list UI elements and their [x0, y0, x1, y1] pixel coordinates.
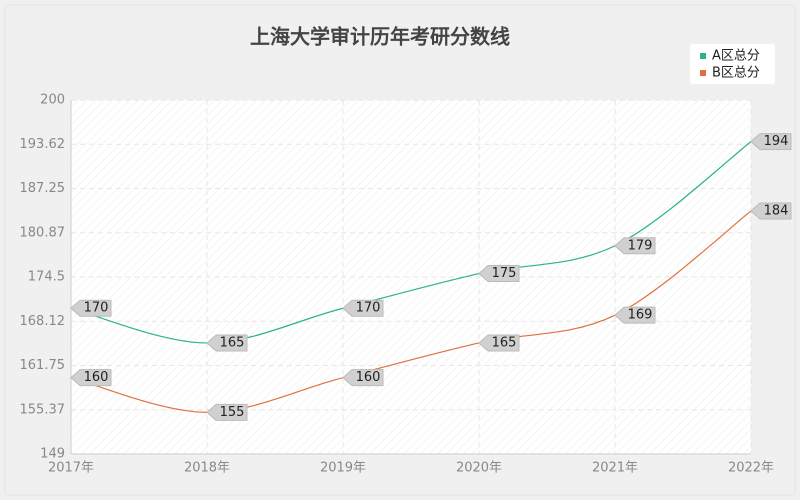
data-label: 165 [220, 335, 245, 350]
y-tick-label: 174.5 [28, 270, 65, 285]
y-tick-label: 193.62 [20, 137, 66, 152]
data-label-tag [342, 299, 384, 317]
chart-title: 上海大学审计历年考研分数线 [250, 25, 510, 49]
data-label: 170 [84, 301, 109, 316]
data-label-tag [478, 265, 520, 283]
legend-swatch [700, 53, 706, 59]
plot-pattern [71, 100, 751, 454]
data-label-tag [614, 306, 656, 324]
data-label: 184 [764, 204, 789, 219]
x-tick-label: 2019年 [320, 461, 366, 476]
data-label: 160 [84, 370, 109, 385]
data-label-tag [206, 403, 248, 421]
x-tick-label: 2020年 [456, 461, 502, 476]
y-tick-label: 155.37 [20, 402, 66, 417]
y-tick-label: 200 [40, 93, 65, 108]
y-tick-label: 149 [40, 447, 65, 462]
y-tick-label: 180.87 [20, 225, 66, 240]
data-label-tag [478, 334, 520, 352]
legend-swatch [700, 70, 706, 76]
y-tick-label: 161.75 [20, 358, 66, 373]
data-label: 194 [764, 134, 789, 149]
data-label-tag [70, 299, 112, 317]
y-tick-label: 187.25 [20, 181, 66, 196]
legend-label: A区总分 [712, 49, 760, 64]
data-label: 175 [492, 266, 517, 281]
series-line [70, 141, 752, 344]
legend: A区总分 B区总分 [690, 44, 775, 84]
data-label: 179 [628, 238, 653, 253]
legend-label: B区总分 [712, 66, 760, 81]
data-label-tag [750, 202, 792, 220]
y-tick-label: 168.12 [20, 314, 66, 329]
x-tick-label: 2017年 [48, 461, 94, 476]
data-label: 170 [356, 301, 381, 316]
x-tick-label: 2021年 [592, 461, 638, 476]
data-label-tag [342, 369, 384, 387]
data-label-tag [206, 334, 248, 352]
data-label: 160 [356, 370, 381, 385]
series-line [70, 210, 752, 413]
data-label: 165 [492, 335, 517, 350]
data-label: 155 [220, 405, 245, 420]
data-label-tag [750, 133, 792, 151]
data-label-tag [614, 237, 656, 255]
x-tick-label: 2018年 [184, 461, 230, 476]
x-tick-label: 2022年 [728, 461, 774, 476]
legend-box [690, 44, 775, 84]
data-label: 169 [628, 308, 653, 323]
data-label-tag [70, 369, 112, 387]
